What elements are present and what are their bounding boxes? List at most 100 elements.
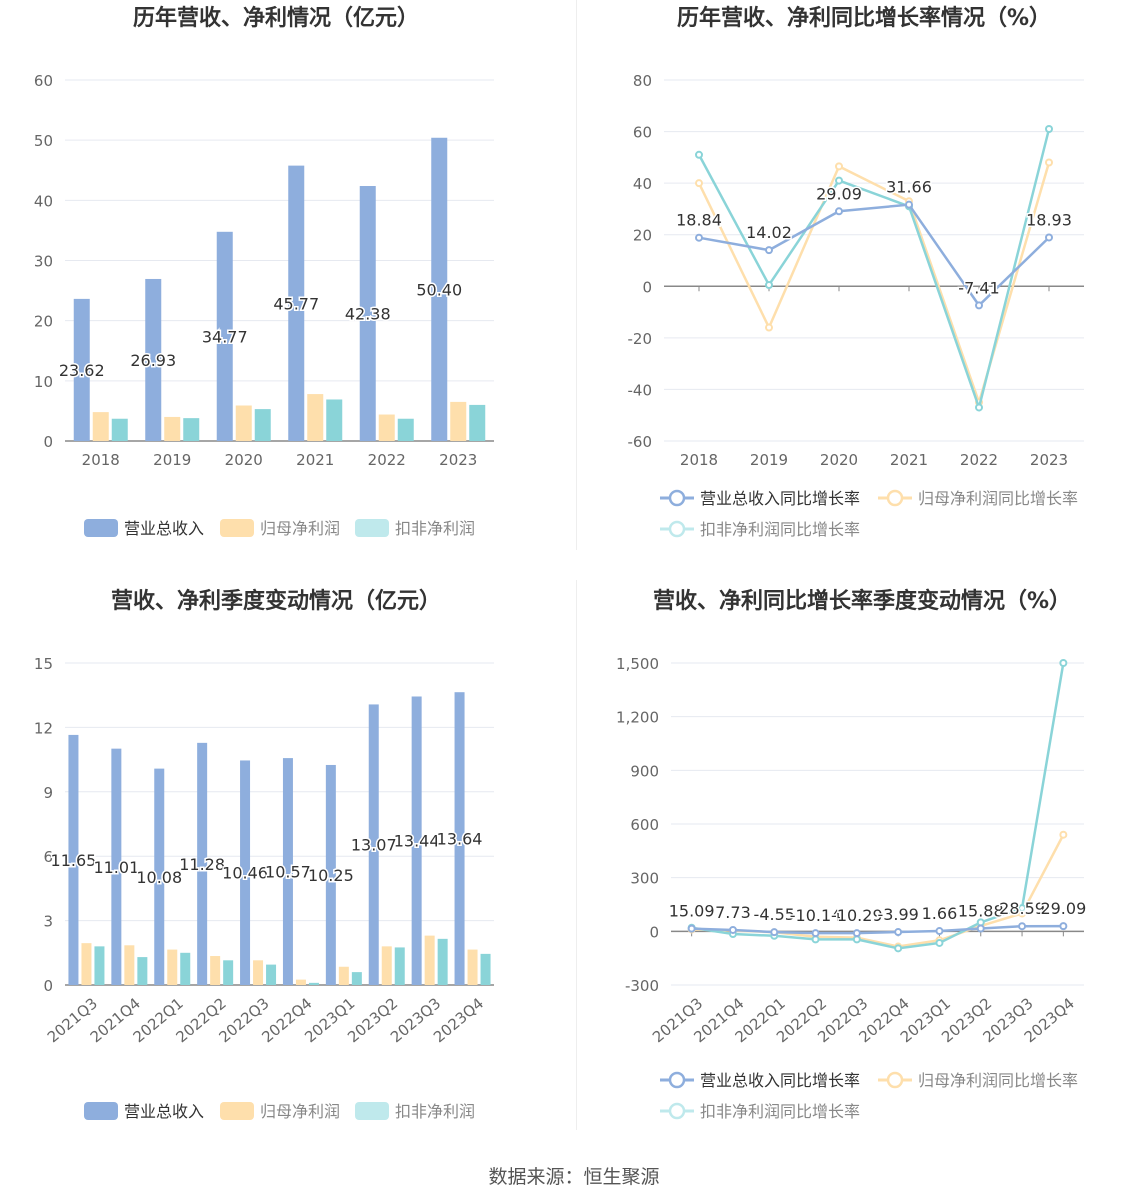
line-point xyxy=(1059,659,1068,667)
line-point xyxy=(935,927,944,936)
legend-label[interactable]: 营业总收入 xyxy=(124,1102,204,1121)
line-point xyxy=(695,233,703,242)
line-data-label: 7.73 xyxy=(715,903,751,922)
line-point xyxy=(1045,233,1053,242)
line-data-label: -7.41 xyxy=(958,278,999,297)
bar-netprofit xyxy=(167,949,178,985)
x-tick-label: 2020 xyxy=(225,451,263,469)
bar-netprofit xyxy=(424,935,435,985)
legend-label[interactable]: 扣非净利润 xyxy=(395,1102,475,1121)
bar-revenue xyxy=(145,278,162,441)
legend-label[interactable]: 扣非净利润同比增长率 xyxy=(700,520,860,539)
y-tick-label: 10 xyxy=(34,373,53,391)
legend-label[interactable]: 归母净利润同比增长率 xyxy=(918,1071,1078,1090)
bar-netprofit xyxy=(338,966,349,985)
bar-deducted xyxy=(308,982,319,985)
bar-revenue xyxy=(325,764,336,985)
line-point xyxy=(835,176,843,185)
bar-netprofit xyxy=(307,394,324,441)
x-tick-label: 2023 xyxy=(439,451,477,469)
x-tick-label: 2022 xyxy=(960,451,998,469)
y-tick-label: 300 xyxy=(630,870,659,888)
legend-swatch[interactable] xyxy=(220,1102,254,1120)
y-tick-label: 80 xyxy=(633,72,652,90)
bar-deducted xyxy=(94,946,105,985)
bar-data-label: 11.01 xyxy=(93,858,139,877)
y-tick-label: 600 xyxy=(630,816,659,834)
bar-revenue xyxy=(359,186,376,441)
legend-label[interactable]: 归母净利润同比增长率 xyxy=(918,489,1078,508)
line-data-label: -10.29 xyxy=(831,906,883,925)
legend-marker[interactable] xyxy=(668,489,686,507)
bar-deducted xyxy=(397,418,414,441)
y-tick-label: 6 xyxy=(43,848,53,866)
bar-deducted xyxy=(266,964,277,985)
legend-label[interactable]: 营业总收入同比增长率 xyxy=(700,489,860,508)
bar-netprofit xyxy=(164,416,181,441)
line-point xyxy=(687,924,696,933)
bar-revenue xyxy=(68,734,79,985)
line-point xyxy=(976,924,985,933)
bar-revenue xyxy=(454,692,465,985)
legend-swatch[interactable] xyxy=(84,519,118,537)
y-tick-label: -60 xyxy=(628,433,653,451)
line-point xyxy=(1059,830,1068,839)
legend-marker[interactable] xyxy=(886,489,904,507)
bar-deducted xyxy=(437,938,448,985)
chart-title: 历年营收、净利情况（亿元） xyxy=(133,5,419,31)
legend-label[interactable]: 扣非净利润 xyxy=(395,519,475,538)
x-tick-label: 2019 xyxy=(750,451,788,469)
legend-label[interactable]: 营业总收入 xyxy=(124,519,204,538)
line-point xyxy=(765,280,773,289)
bar-netprofit xyxy=(210,956,221,985)
bar-data-label: 11.28 xyxy=(179,855,225,874)
legend-swatch[interactable] xyxy=(355,1102,389,1120)
legend-marker[interactable] xyxy=(668,1102,686,1120)
bar-revenue xyxy=(111,748,122,985)
y-tick-label: 12 xyxy=(34,719,53,737)
line-point xyxy=(811,935,820,944)
line-data-label: -4.55 xyxy=(754,905,795,924)
legend-swatch[interactable] xyxy=(84,1102,118,1120)
bar-deducted xyxy=(480,953,491,985)
y-tick-label: 50 xyxy=(34,132,53,150)
x-tick-label: 2018 xyxy=(82,451,120,469)
legend-swatch[interactable] xyxy=(355,519,389,537)
line-data-label: 1.66 xyxy=(922,904,958,923)
bar-data-label: 42.38 xyxy=(345,305,391,324)
legend-label[interactable]: 归母净利润 xyxy=(260,519,340,538)
y-tick-label: -40 xyxy=(628,381,653,399)
legend-label[interactable]: 归母净利润 xyxy=(260,1102,340,1121)
bar-deducted xyxy=(254,409,271,441)
chart-title: 营收、净利同比增长率季度变动情况（%） xyxy=(653,588,1071,614)
line-data-label: 15.09 xyxy=(669,902,715,921)
bar-netprofit xyxy=(450,401,467,441)
y-tick-label: 9 xyxy=(43,784,53,802)
bar-data-label: 10.46 xyxy=(222,864,268,883)
bar-deducted xyxy=(137,957,148,985)
bar-data-label: 34.77 xyxy=(202,327,248,346)
legend-swatch[interactable] xyxy=(220,519,254,537)
legend-marker[interactable] xyxy=(886,1071,904,1089)
y-tick-label: -300 xyxy=(625,977,659,995)
legend-marker[interactable] xyxy=(668,520,686,538)
bar-data-label: 10.08 xyxy=(136,868,182,887)
bar-revenue xyxy=(73,298,90,441)
legend-label[interactable]: 营业总收入同比增长率 xyxy=(700,1071,860,1090)
line-point xyxy=(935,938,944,947)
line-point xyxy=(975,301,983,310)
bar-data-label: 13.44 xyxy=(394,832,440,851)
line-data-label: 28.59 xyxy=(999,899,1045,918)
bar-deducted xyxy=(326,399,343,441)
legend-label[interactable]: 扣非净利润同比增长率 xyxy=(700,1102,860,1121)
line-point xyxy=(835,162,843,171)
chart-title: 历年营收、净利同比增长率情况（%） xyxy=(677,5,1051,31)
line-data-label: 31.66 xyxy=(886,178,932,197)
legend-marker[interactable] xyxy=(668,1071,686,1089)
y-tick-label: 0 xyxy=(649,923,659,941)
line-data-label: -10.14 xyxy=(790,906,842,925)
bar-netprofit xyxy=(253,960,264,985)
bar-netprofit xyxy=(378,414,395,441)
bar-revenue xyxy=(368,704,379,985)
